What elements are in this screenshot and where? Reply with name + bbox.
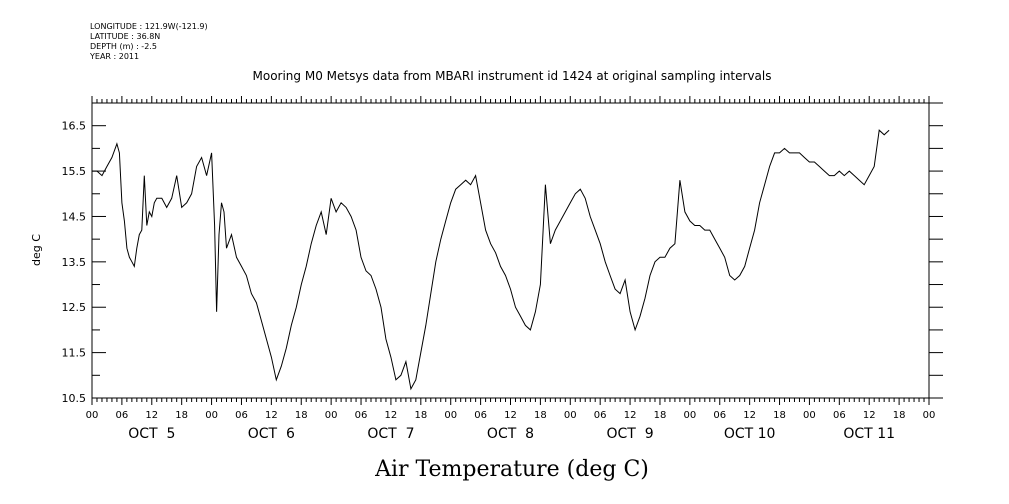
x-tick-label: 00: [325, 410, 338, 421]
y-tick-label: 15.5: [62, 165, 87, 178]
depth-text: DEPTH (m) : -2.5: [90, 42, 157, 51]
longitude-text: LONGITUDE : 121.9W(-121.9): [90, 22, 208, 31]
x-tick-label: 06: [833, 410, 846, 421]
y-tick-label: 13.5: [62, 256, 87, 269]
series-line: [92, 129, 890, 391]
x-tick-label: 00: [564, 410, 577, 421]
y-tick-label: 16.5: [62, 120, 87, 133]
x-tick-label: 00: [205, 410, 218, 421]
day-label: OCT 11: [843, 426, 895, 442]
x-tick-label: 00: [683, 410, 696, 421]
x-tick-label: 06: [116, 410, 129, 421]
x-tick-label: 06: [355, 410, 368, 421]
x-tick-label: 12: [145, 410, 158, 421]
y-tick-label: 10.5: [62, 392, 87, 405]
y-tick-label: 11.5: [62, 347, 87, 360]
x-tick-label: 12: [743, 410, 756, 421]
y-tick-label: 12.5: [62, 301, 87, 314]
plot-border: [91, 102, 930, 399]
x-tick-label: 18: [654, 410, 667, 421]
y-axis-tick-labels: 16.5 15.5 14.5 13.5 12.5 11.5 10.5: [62, 120, 87, 405]
plot-frame: [91, 102, 930, 399]
axis-ticks: [91, 96, 943, 405]
x-tick-label: 18: [534, 410, 547, 421]
x-tick-label: 06: [235, 410, 248, 421]
y-tick-label: 14.5: [62, 210, 87, 223]
x-tick-label: 18: [773, 410, 786, 421]
day-label: OCT 8: [487, 426, 534, 442]
x-tick-label: 18: [893, 410, 906, 421]
day-labels: OCT 5 OCT 6 OCT 7 OCT 8 OCT 9 OCT 10 OCT 11: [128, 426, 895, 442]
day-label: OCT 5: [128, 426, 175, 442]
x-axis-tick-labels: 00 06 12 18 00 06 12 18 00 06 12 18 00 06 12 18 00 06 12 18…: [86, 410, 936, 421]
x-tick-label: 12: [624, 410, 637, 421]
chart-title: Mooring M0 Metsys data from MBARI instru…: [253, 69, 772, 83]
metadata-block: LONGITUDE : 121.9W(-121.9) LATITUDE : 36…: [90, 22, 208, 62]
x-tick-label: 06: [474, 410, 487, 421]
x-tick-label: 00: [803, 410, 816, 421]
x-tick-label: 18: [175, 410, 188, 421]
x-tick-label: 12: [385, 410, 398, 421]
day-label: OCT 10: [724, 426, 776, 442]
x-tick-label: 12: [504, 410, 517, 421]
latitude-text: LATITUDE : 36.8N: [90, 32, 161, 41]
year-text: YEAR : 2011: [90, 52, 140, 61]
y-axis-label: deg C: [30, 234, 43, 266]
day-label: OCT 9: [606, 426, 653, 442]
x-tick-label: 00: [444, 410, 457, 421]
day-label: OCT 7: [367, 426, 414, 442]
x-tick-label: 06: [594, 410, 607, 421]
x-tick-label: 18: [414, 410, 427, 421]
x-tick-label: 06: [713, 410, 726, 421]
x-axis-label: Air Temperature (deg C): [374, 457, 649, 482]
day-label: OCT 6: [248, 426, 295, 442]
x-tick-label: 00: [86, 410, 99, 421]
x-tick-label: 12: [265, 410, 278, 421]
x-tick-label: 18: [295, 410, 308, 421]
x-tick-label: 00: [923, 410, 936, 421]
x-tick-label: 12: [863, 410, 876, 421]
